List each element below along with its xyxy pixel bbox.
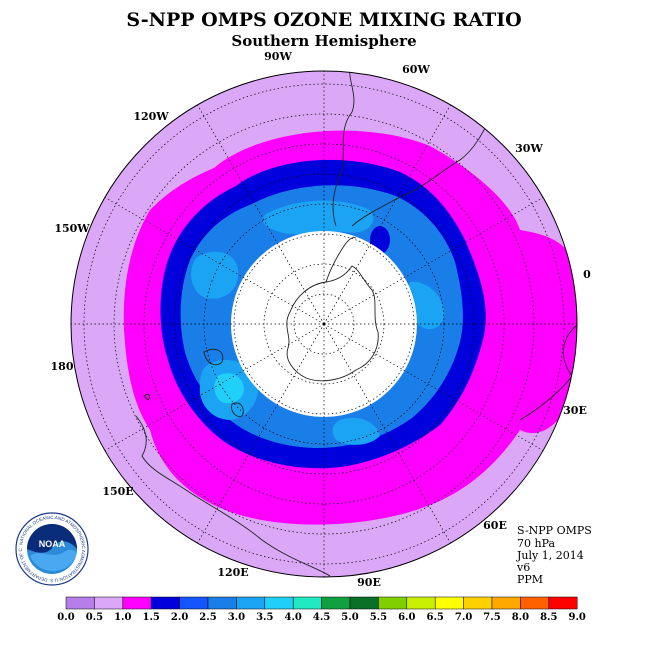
south-america-east-coast (351, 117, 491, 227)
colorbar-tick-label: 6.0 (398, 612, 415, 623)
colorbar-swatch (434, 596, 464, 610)
colorbar-tick-label: 2.0 (171, 612, 188, 623)
info-units: PPM (517, 573, 543, 586)
colorbar-swatch (94, 596, 124, 610)
lon-label-90e: 90E (357, 576, 381, 589)
info-version: v6 (516, 561, 530, 574)
longitude-labels: 90W 60W 30W 0 30E 60E 90E 120E 150E 180 … (51, 50, 592, 589)
colorbar-swatch (292, 596, 322, 610)
island-outline (143, 393, 151, 401)
info-block: S-NPP OMPS 70 hPa July 1, 2014 v6 PPM (516, 524, 592, 586)
colorbar-swatch (520, 596, 550, 610)
colorbar-tick-label: 4.5 (313, 612, 330, 623)
colorbar-swatch (349, 596, 379, 610)
lon-label-120e: 120E (217, 566, 248, 579)
colorbar-tick-label: 1.0 (114, 612, 131, 623)
antarctica-coastline (286, 265, 379, 382)
info-level: 70 hPa (517, 537, 555, 550)
polar-map (71, 71, 577, 577)
map-border (70, 70, 578, 578)
colorbar-swatch (207, 596, 237, 610)
colorbar-swatch (65, 596, 95, 610)
colorbar-swatch (321, 596, 351, 610)
colorbar: 0.0 0.5 1.0 1.5 2.0 2.5 3.0 3.5 4.0 4.5 5.0 5.5 6.0 6… (57, 596, 586, 623)
colorbar-swatch (122, 596, 152, 610)
colorbar-tick-label: 7.0 (455, 612, 472, 623)
tasmania-coastline (231, 402, 244, 417)
lon-label-120w: 120W (133, 110, 169, 123)
lon-label-150w: 150W (54, 222, 90, 235)
lon-label-30e: 30E (563, 404, 587, 417)
map-title: S-NPP OMPS OZONE MIXING RATIO (126, 9, 521, 31)
colorbar-tick-label: 1.5 (142, 612, 159, 623)
colorbar-tick-label: 3.0 (228, 612, 245, 623)
lon-label-90w: 90W (264, 50, 292, 63)
colorbar-tick-label: 8.0 (512, 612, 529, 623)
colorbar-swatch (406, 596, 436, 610)
colorbar-tick-label: 5.0 (341, 612, 358, 623)
lon-label-150e: 150E (102, 485, 133, 498)
light-ozone-patch (262, 200, 374, 235)
lon-label-30w: 30W (515, 142, 543, 155)
colorbar-tick-label: 8.5 (540, 612, 557, 623)
colorbar-swatch (179, 596, 209, 610)
info-instrument: S-NPP OMPS (517, 524, 592, 537)
colorbar-swatch (378, 596, 408, 610)
colorbar-swatch (463, 596, 493, 610)
light-ozone-patch (332, 417, 380, 445)
colorbar-tick-label: 4.0 (284, 612, 301, 623)
colorbar-tick-label: 5.5 (370, 612, 387, 623)
noaa-logo-text: NOAA (39, 539, 66, 549)
colorbar-tick-label: 7.5 (483, 612, 500, 623)
light-ozone-patch (191, 251, 239, 299)
colorbar-tick-label: 0.5 (86, 612, 103, 623)
map-subtitle: Southern Hemisphere (231, 32, 416, 50)
australia-coastline (135, 415, 331, 577)
colorbar-tick-label: 0.0 (57, 612, 74, 623)
colorbar-swatch (548, 596, 578, 610)
lon-label-60e: 60E (483, 519, 507, 532)
colorbar-swatch (264, 596, 294, 610)
new-zealand-coastline (203, 348, 224, 366)
lon-label-60w: 60W (402, 63, 430, 76)
colorbar-tick-label: 9.0 (568, 612, 585, 623)
colorbar-tick-label: 3.5 (256, 612, 273, 623)
lon-label-0: 0 (583, 268, 591, 281)
cyan-ozone-patch (214, 373, 244, 404)
colorbar-swatch (150, 596, 180, 610)
colorbar-tick-label: 6.5 (426, 612, 443, 623)
south-america-coastline (332, 71, 355, 227)
graticule (71, 71, 577, 577)
colorbar-swatch (236, 596, 266, 610)
antarctic-peninsula (325, 237, 357, 283)
colorbar-tick-label: 2.5 (199, 612, 216, 623)
lon-label-180: 180 (51, 360, 74, 373)
colorbar-swatch (491, 596, 521, 610)
info-date: July 1, 2014 (516, 549, 584, 562)
south-pole-marker (322, 322, 326, 326)
